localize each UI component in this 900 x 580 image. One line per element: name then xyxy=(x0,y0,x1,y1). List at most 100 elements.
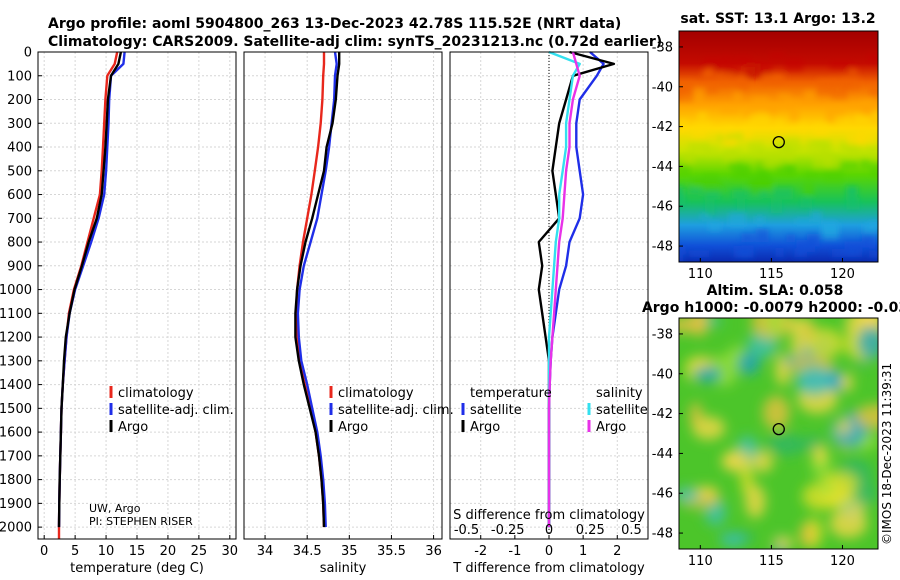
argo-float-marker xyxy=(772,135,785,149)
sst-map-ticks: 110 115 120 -38 -40 -42 -44 -46 -48 xyxy=(652,40,855,282)
x-tick-label: 10 xyxy=(98,544,115,559)
sst-map-title: sat. SST: 13.1 Argo: 13.2 xyxy=(680,11,875,27)
series-line-argo xyxy=(294,52,341,528)
y-tick-label: 1200 xyxy=(0,331,32,346)
temperature-x-label: temperature (deg C) xyxy=(70,561,204,576)
y-tick-label: 0 xyxy=(24,46,32,61)
y-tick-label: 2000 xyxy=(0,521,32,536)
map-y-tick-label: -44 xyxy=(652,447,673,462)
x-tick-label: 35 xyxy=(341,544,358,559)
salinity-x-label: salinity xyxy=(320,561,367,576)
legend-label-t-satellite: satellite xyxy=(470,403,522,418)
series-line-satellite-adj-clim- xyxy=(296,51,338,528)
series-line-s-argo xyxy=(547,51,581,528)
map-y-tick-label: -42 xyxy=(652,120,673,135)
temperature-grid xyxy=(38,51,236,539)
legend-label-argo: Argo xyxy=(338,420,368,435)
y-tick-label: 700 xyxy=(7,212,32,227)
y-tick-label: 1600 xyxy=(0,426,32,441)
x-tick-label: 34.5 xyxy=(293,544,322,559)
y-tick-label: 300 xyxy=(7,117,32,132)
map-x-tick-label: 110 xyxy=(688,267,713,282)
map-y-tick-label: -48 xyxy=(652,240,673,255)
x-tick-label: 0 xyxy=(545,544,553,559)
x-tick-label: 30 xyxy=(222,544,239,559)
credit-line1: UW, Argo xyxy=(89,502,141,515)
y-tick-label: 1100 xyxy=(0,307,32,322)
difference-legend: temperature satellite Argo salinity sate… xyxy=(461,386,648,435)
figure-title-line2: Climatology: CARS2009. Satellite-adj cli… xyxy=(48,34,662,50)
y-tick-label: 400 xyxy=(7,141,32,156)
salinity-panel: 34 34.5 35 35.5 36 salinity climatology sate… xyxy=(243,51,454,576)
x-tick-label: -1 xyxy=(508,544,521,559)
temperature-x-ticks: 0 5 10 15 20 25 30 xyxy=(40,535,238,559)
s-difference-label: S difference from climatology xyxy=(453,508,645,523)
x-tick-label: 1 xyxy=(579,544,587,559)
series-line-argo xyxy=(57,51,123,528)
x-tick-label: -2 xyxy=(474,544,487,559)
x-tick-label: 36 xyxy=(425,544,442,559)
legend-label-t-argo: Argo xyxy=(470,420,500,435)
credit-line2: PI: STEPHEN RISER xyxy=(89,515,193,528)
map-y-tick-label: -46 xyxy=(652,200,673,215)
s-tick-label: -0.5 xyxy=(454,523,479,538)
x-tick-label: 35.5 xyxy=(377,544,406,559)
x-tick-label: 0 xyxy=(40,544,48,559)
map-y-tick-label: -48 xyxy=(652,527,673,542)
y-tick-label: 1000 xyxy=(0,283,32,298)
legend-label-climatology: climatology xyxy=(338,386,414,401)
salinity-lines xyxy=(294,51,341,528)
legend-label-s-satellite: satellite xyxy=(596,403,648,418)
map-y-tick-label: -46 xyxy=(652,487,673,502)
sst-map-axes xyxy=(678,30,879,263)
sla-map-axes xyxy=(678,317,879,550)
legend-label-argo: Argo xyxy=(118,420,148,435)
sla-map-panel: Altim. SLA: 0.058 Argo h1000: -0.0079 h2… xyxy=(642,283,900,569)
legend-title-salinity: salinity xyxy=(596,386,643,401)
map-y-tick-label: -42 xyxy=(652,407,673,422)
legend-label-climatology: climatology xyxy=(118,386,194,401)
salinity-x-ticks: 34 34.5 35 35.5 36 xyxy=(257,535,442,559)
x-tick-label: 34 xyxy=(257,544,274,559)
y-tick-label: 900 xyxy=(7,259,32,274)
difference-panel: -2 -1 0 1 2 -0.5 -0.25 0 0.25 0.5 S difference f… xyxy=(449,50,649,576)
map-x-tick-label: 120 xyxy=(830,267,855,282)
y-tick-label: 1700 xyxy=(0,449,32,464)
map-y-tick-label: -38 xyxy=(652,40,673,55)
y-tick-label: 800 xyxy=(7,236,32,251)
map-x-tick-label: 115 xyxy=(759,554,784,569)
temperature-lines xyxy=(57,51,126,539)
t-difference-label: T difference from climatology xyxy=(452,561,645,576)
y-tick-label: 1900 xyxy=(0,497,32,512)
y-tick-label: 1500 xyxy=(0,402,32,417)
y-tick-label: 600 xyxy=(7,188,32,203)
sla-heatmap xyxy=(679,318,878,549)
y-tick-label: 200 xyxy=(7,93,32,108)
x-tick-label: 15 xyxy=(129,544,146,559)
y-tick-label: 1400 xyxy=(0,378,32,393)
sla-map-subtitle: Argo h1000: -0.0079 h2000: -0.03 xyxy=(642,300,900,316)
figure-title-line1: Argo profile: aoml 5904800_263 13-Dec-20… xyxy=(48,16,621,32)
map-y-tick-label: -38 xyxy=(652,327,673,342)
difference-x-ticks: -2 -1 0 1 2 xyxy=(474,535,621,559)
argo-float-marker xyxy=(772,422,785,436)
temperature-y-ticks: 0 100 200 300 400 500 600 700 800 900 1000 1100 1200… xyxy=(0,46,42,536)
legend-label-satellite-adj: satellite-adj. clim. xyxy=(118,403,234,418)
legend-label-satellite-adj: satellite-adj. clim. xyxy=(338,403,454,418)
s-tick-label: 0 xyxy=(545,523,553,538)
y-tick-label: 1800 xyxy=(0,473,32,488)
s-tick-label: 0.5 xyxy=(621,523,642,538)
s-tick-label: 0.25 xyxy=(576,523,605,538)
map-y-tick-label: -44 xyxy=(652,160,673,175)
map-x-tick-label: 115 xyxy=(759,267,784,282)
sla-map-title: Altim. SLA: 0.058 xyxy=(707,283,844,299)
salinity-legend: climatology satellite-adj. clim. Argo xyxy=(329,386,454,435)
y-tick-label: 100 xyxy=(7,69,32,84)
y-tick-label: 1300 xyxy=(0,354,32,369)
difference-s-ticks: -0.5 -0.25 0 0.25 0.5 xyxy=(454,523,642,538)
difference-lines xyxy=(537,50,616,528)
x-tick-label: 2 xyxy=(613,544,621,559)
x-tick-label: 5 xyxy=(71,544,79,559)
x-tick-label: 20 xyxy=(160,544,177,559)
imos-watermark: ©IMOS 18-Dec-2023 11:39:31 xyxy=(880,363,894,545)
